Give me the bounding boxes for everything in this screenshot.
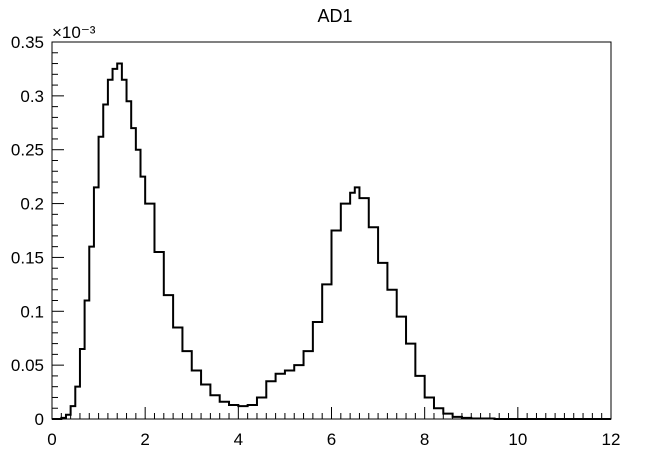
y-tick-label: 0.1 bbox=[20, 302, 44, 321]
y-axis-exponent-label: ×10⁻³ bbox=[52, 23, 96, 42]
series-group bbox=[52, 62, 611, 420]
y-tick-label: 0 bbox=[35, 410, 44, 429]
x-tick-label: 10 bbox=[508, 430, 527, 449]
chart-title: AD1 bbox=[317, 6, 352, 26]
y-tick-label: 0.05 bbox=[11, 356, 44, 375]
y-tick-label: 0.25 bbox=[11, 141, 44, 160]
x-tick-label: 0 bbox=[47, 430, 56, 449]
y-tick-label: 0.3 bbox=[20, 87, 44, 106]
x-tick-label: 4 bbox=[234, 430, 243, 449]
x-tick-label: 8 bbox=[420, 430, 429, 449]
x-tick-label: 12 bbox=[602, 430, 621, 449]
y-tick-label: 0.2 bbox=[20, 195, 44, 214]
y-tick-label: 0.35 bbox=[11, 33, 44, 52]
axes: 0 2 4 6 8 10 12 0 0.05 0.1 0.15 0.2 0.25 0.3 0.35 bbox=[11, 33, 621, 449]
x-tick-label: 6 bbox=[327, 430, 336, 449]
histogram-series-line bbox=[52, 62, 611, 420]
y-tick-label: 0.15 bbox=[11, 248, 44, 267]
x-tick-label: 2 bbox=[140, 430, 149, 449]
